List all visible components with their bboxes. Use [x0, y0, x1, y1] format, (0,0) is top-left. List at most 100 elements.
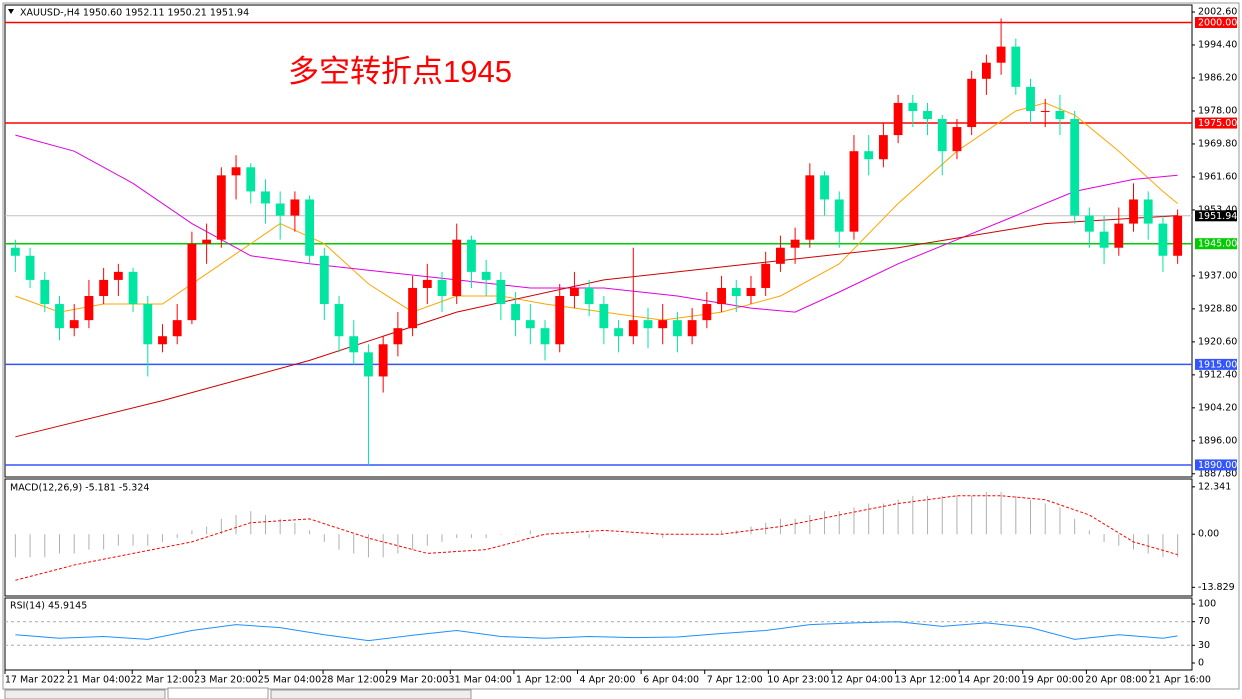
candle-body	[1055, 110, 1065, 120]
y-tick-label: 12.341	[1198, 481, 1231, 492]
x-tick-label: 17 Mar 2022	[5, 675, 65, 686]
candle-body	[996, 46, 1006, 63]
menu-arrow[interactable]	[8, 9, 14, 14]
x-tick-label: 13 Apr 12:00	[895, 675, 957, 686]
macd-panel	[4, 478, 1193, 597]
macd-bar	[412, 534, 414, 550]
x-tick-label: 28 Mar 12:00	[321, 675, 384, 686]
candle-body	[187, 243, 197, 321]
macd-bar	[220, 518, 222, 535]
macd-bar	[794, 518, 796, 535]
level-box	[1195, 358, 1237, 370]
candle-body	[467, 239, 476, 272]
macd-bar	[426, 534, 428, 546]
level-label: 1890.00	[1198, 460, 1237, 471]
signal-line	[15, 495, 1178, 581]
moving-average	[15, 215, 1178, 438]
y-tick-label: 0.00	[1198, 529, 1219, 540]
level-box	[1195, 117, 1237, 129]
candle-body	[1099, 231, 1109, 248]
y-tick-label: 1937.00	[1198, 270, 1237, 281]
macd-bar	[853, 507, 855, 535]
macd-bar	[397, 534, 399, 554]
candle-body	[25, 255, 35, 280]
y-tick-label: 70	[1198, 616, 1210, 627]
candle-body	[452, 239, 462, 297]
macd-bar	[1000, 491, 1002, 535]
x-tick-label: 4 Apr 20:00	[580, 675, 636, 686]
candle-body	[540, 328, 550, 345]
macd-bar	[1088, 530, 1090, 535]
macd-bar	[824, 511, 826, 535]
tab[interactable]	[167, 687, 269, 699]
macd-bar	[44, 534, 46, 558]
y-tick-label: 1896.00	[1198, 435, 1237, 446]
candle-body	[422, 279, 432, 288]
macd-bar	[103, 534, 105, 550]
macd-bar	[1030, 499, 1032, 535]
macd-bar	[941, 495, 943, 535]
candle-body	[1114, 223, 1124, 248]
candle-body	[525, 320, 535, 329]
candle-body	[1040, 110, 1050, 112]
macd-bar	[367, 534, 369, 558]
candle-body	[364, 352, 373, 377]
candle-body	[349, 336, 359, 353]
x-tick-label: 20 Apr 08:00	[1085, 675, 1147, 686]
candle-body	[437, 279, 447, 297]
candle-body	[864, 151, 874, 160]
x-tick-label: 21 Mar 04:00	[67, 675, 130, 686]
candle-body	[878, 135, 888, 160]
macd-bar	[1147, 534, 1149, 554]
candle-body	[1084, 215, 1094, 232]
macd-bar	[882, 503, 884, 535]
candle-body	[1070, 119, 1080, 216]
candle-body	[923, 110, 932, 120]
candle-body	[305, 199, 315, 256]
macd-bar	[88, 534, 90, 550]
candle-body	[158, 336, 167, 345]
macd-bar	[441, 534, 443, 542]
macd-bar	[1015, 495, 1017, 535]
x-tick-label: 22 Mar 12:00	[131, 675, 194, 686]
y-tick-label: 30	[1198, 640, 1210, 651]
macd-bar	[309, 530, 311, 535]
x-tick-label: 12 Apr 04:00	[831, 675, 893, 686]
candle-body	[761, 263, 771, 288]
macd-bar	[382, 534, 384, 558]
macd-bar	[264, 515, 266, 535]
macd-bar	[1103, 534, 1105, 542]
main-panel	[4, 4, 1193, 478]
macd-bar	[147, 534, 149, 546]
annotation: 多空转折点1945	[288, 54, 512, 89]
x-tick-label: 1 Apr 12:00	[516, 675, 572, 686]
macd-bar	[559, 534, 561, 535]
candle-body	[1026, 86, 1035, 111]
tab[interactable]	[270, 689, 472, 699]
macd-bar	[647, 534, 649, 535]
macd-bar	[58, 534, 60, 554]
macd-bar	[897, 499, 899, 535]
y-tick-label: 1887.80	[1198, 468, 1237, 479]
candle-body	[1173, 215, 1183, 256]
candle-body	[172, 320, 182, 337]
macd-bar	[117, 534, 119, 546]
candle-body	[481, 271, 491, 280]
rsi-line	[15, 621, 1178, 642]
candle-body	[834, 199, 844, 232]
candle-body	[643, 320, 653, 329]
macd-bar	[279, 518, 281, 535]
macd-bar	[868, 503, 870, 535]
tab[interactable]	[4, 689, 166, 699]
candle-body	[231, 167, 241, 176]
y-tick-label: 1961.60	[1198, 171, 1237, 182]
x-tick-label: 19 Apr 00:00	[1022, 675, 1084, 686]
y-tick-label: 2002.60	[1198, 7, 1237, 18]
macd-bar	[544, 534, 546, 535]
y-tick-label: 1912.40	[1198, 369, 1237, 380]
candle-body	[1129, 199, 1138, 224]
x-tick-label: 14 Apr 20:00	[958, 675, 1020, 686]
candle-body	[570, 287, 579, 297]
